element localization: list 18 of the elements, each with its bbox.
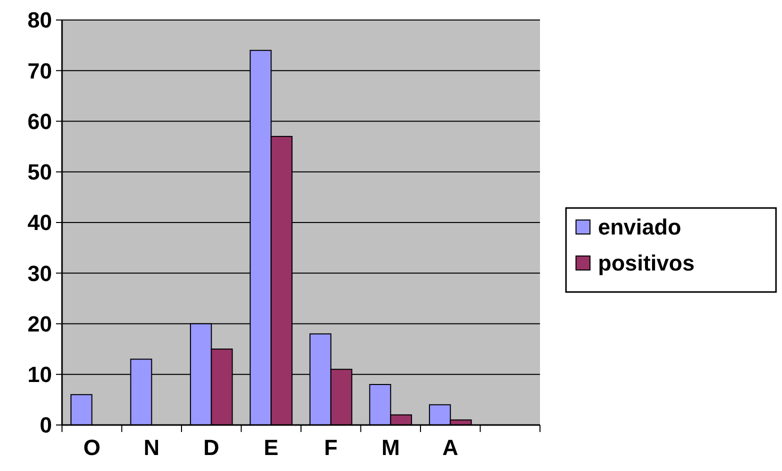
x-tick-label: A — [442, 435, 458, 460]
y-tick-label: 80 — [28, 8, 52, 33]
y-tick-label: 10 — [28, 362, 52, 388]
y-tick-label: 50 — [28, 160, 52, 185]
x-tick-label: M — [381, 435, 400, 460]
y-tick-label: 70 — [28, 58, 52, 84]
x-tick-label: N — [144, 435, 160, 460]
y-tick-label: 0 — [40, 412, 52, 438]
x-tick-label: F — [324, 435, 338, 460]
legend-label: enviado — [598, 214, 682, 240]
y-tick-label: 60 — [28, 108, 52, 134]
x-tick-label: E — [264, 435, 278, 460]
y-tick-label: 40 — [28, 210, 52, 236]
x-tick-label: D — [203, 435, 220, 460]
y-tick-label: 30 — [28, 260, 52, 286]
y-tick-label: 20 — [28, 311, 52, 336]
x-tick-label: O — [83, 435, 100, 460]
legend-label: positivos — [598, 250, 695, 276]
